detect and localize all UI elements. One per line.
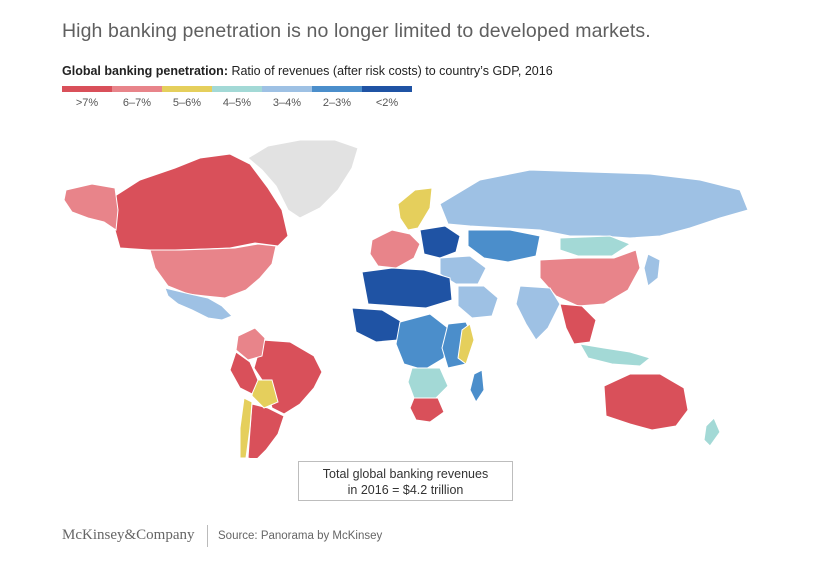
legend-label: >7%	[75, 97, 99, 109]
legend-item: 4–5%	[212, 86, 262, 109]
region-madagascar	[469, 369, 485, 403]
callout-line-2: in 2016 = $4.2 trillion	[347, 483, 464, 497]
region-north-africa	[361, 267, 453, 309]
region-alaska	[63, 183, 119, 231]
region-australia	[603, 373, 689, 431]
footer-divider	[207, 525, 208, 547]
region-west-africa	[351, 307, 403, 343]
region-greenland	[247, 139, 359, 219]
region-new-zealand	[703, 417, 721, 447]
region-peru	[229, 351, 259, 395]
legend-swatch	[212, 86, 262, 92]
region-southeast-asia	[559, 303, 597, 345]
region-southern-africa	[407, 367, 449, 399]
region-chile	[239, 397, 253, 458]
legend-item: >7%	[62, 86, 112, 109]
legend-label: 2–3%	[322, 97, 352, 109]
region-central-africa	[395, 313, 449, 371]
total-revenue-callout: Total global banking revenues in 2016 = …	[298, 461, 513, 501]
legend-swatch	[62, 86, 112, 92]
region-japan	[643, 253, 661, 287]
callout-line-1: Total global banking revenues	[322, 467, 489, 481]
legend-label: 4–5%	[222, 97, 252, 109]
legend-item: 2–3%	[312, 86, 362, 109]
page-title: High banking penetration is no longer li…	[62, 20, 651, 42]
region-united-states	[149, 243, 277, 299]
legend-item: 3–4%	[262, 86, 312, 109]
region-south-africa	[409, 397, 445, 423]
legend-label: 6–7%	[122, 97, 152, 109]
source-note: Source: Panorama by McKinsey	[218, 530, 383, 542]
legend-item: 6–7%	[112, 86, 162, 109]
region-eastern-europe	[419, 225, 461, 259]
legend-swatch	[262, 86, 312, 92]
legend-label: 3–4%	[272, 97, 302, 109]
region-colombia	[235, 327, 266, 361]
region-canada	[112, 153, 289, 251]
region-kazakhstan	[467, 229, 541, 263]
region-mexico	[164, 287, 233, 321]
legend-swatch	[312, 86, 362, 92]
region-somalia	[457, 323, 475, 365]
legend-swatch	[362, 86, 412, 92]
legend-label: 5–6%	[172, 97, 202, 109]
color-legend: >7% 6–7% 5–6% 4–5% 3–4% 2–3% <2%	[62, 86, 412, 109]
legend-label: <2%	[375, 97, 399, 109]
region-indonesia	[579, 343, 652, 367]
region-india	[515, 285, 561, 341]
region-argentina	[247, 403, 285, 458]
region-mongolia	[559, 235, 632, 257]
mckinsey-logo: McKinsey&Company	[62, 527, 195, 543]
legend-item: 5–6%	[162, 86, 212, 109]
legend-item: <2%	[362, 86, 412, 109]
world-map	[63, 139, 749, 458]
region-saudi-arabia	[457, 285, 499, 319]
legend-swatch	[162, 86, 212, 92]
map-subtitle: Global banking penetration: Ratio of rev…	[62, 64, 553, 78]
subtitle-rest: Ratio of revenues (after risk costs) to …	[227, 64, 553, 78]
region-russia	[439, 169, 749, 239]
region-scandinavia	[397, 187, 433, 231]
region-middle-east	[439, 255, 487, 285]
legend-swatch	[112, 86, 162, 92]
subtitle-bold: Global banking penetration:	[62, 64, 228, 78]
region-western-europe	[369, 229, 421, 269]
